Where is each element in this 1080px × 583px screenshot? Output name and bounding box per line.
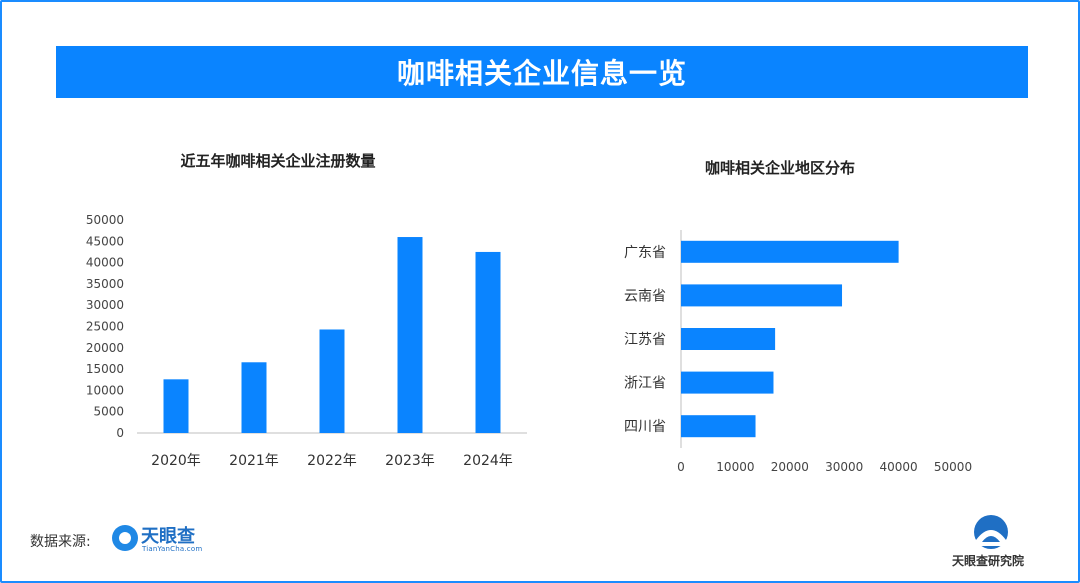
bar-2023年 (397, 237, 423, 433)
y-tick-label: 广东省 (624, 245, 666, 261)
y-tick-label: 5000 (93, 405, 124, 419)
y-tick-label: 45000 (86, 234, 124, 248)
x-tick-label: 40000 (880, 460, 918, 474)
bar-广东省 (681, 240, 899, 263)
y-tick-label: 40000 (86, 256, 124, 270)
bar-2021年 (241, 362, 267, 433)
research-institute-emblem-icon (974, 515, 1008, 549)
y-tick-label: 35000 (86, 277, 124, 291)
y-tick-label: 25000 (86, 320, 124, 334)
y-tick-label: 50000 (86, 213, 124, 227)
bar-江苏省 (681, 328, 776, 350)
y-tick-label: 10000 (86, 383, 124, 397)
research-institute-watermark: 天眼查研究院 (950, 512, 1050, 570)
x-tick-label: 30000 (825, 460, 863, 474)
bar-2024年 (475, 251, 501, 433)
y-tick-label: 江苏省 (624, 332, 666, 348)
y-tick-label: 浙江省 (624, 376, 666, 392)
y-tick-label: 0 (116, 426, 124, 440)
research-institute-name: 天眼查研究院 (952, 554, 1025, 568)
source-label: 数据来源: (30, 534, 91, 550)
tianyancha-logo: 天眼查 TianYanCha.com (112, 522, 212, 556)
x-tick-label: 50000 (934, 460, 972, 474)
tianyancha-logo-icon (112, 525, 138, 551)
page-title: 咖啡相关企业信息一览 (396, 57, 687, 90)
bar-2022年 (319, 329, 345, 433)
x-tick-label: 2023年 (385, 453, 435, 469)
y-tick-label: 20000 (86, 341, 124, 355)
bar-云南省 (681, 284, 843, 307)
y-tick-label: 30000 (86, 298, 124, 312)
bar-chart-title: 近五年咖啡相关企业注册数量 (180, 152, 376, 170)
y-tick-label: 四川省 (624, 419, 666, 435)
x-tick-label: 0 (677, 460, 685, 474)
x-tick-label: 2021年 (229, 453, 279, 469)
bar-2020年 (163, 379, 189, 433)
x-tick-label: 10000 (716, 460, 754, 474)
bar-浙江省 (681, 371, 774, 394)
x-tick-label: 2024年 (463, 453, 513, 469)
hbar-chart-title: 咖啡相关企业地区分布 (704, 159, 855, 177)
y-tick-label: 15000 (86, 362, 124, 376)
tianyancha-logo-url: TianYanCha.com (142, 545, 203, 553)
tianyancha-logo-name: 天眼查 (141, 526, 195, 547)
x-tick-label: 2020年 (151, 453, 201, 469)
y-tick-label: 云南省 (624, 288, 666, 304)
x-tick-label: 20000 (771, 460, 809, 474)
bar-四川省 (681, 415, 756, 438)
x-tick-label: 2022年 (307, 453, 357, 469)
title-banner: 咖啡相关企业信息一览 (56, 46, 1028, 98)
